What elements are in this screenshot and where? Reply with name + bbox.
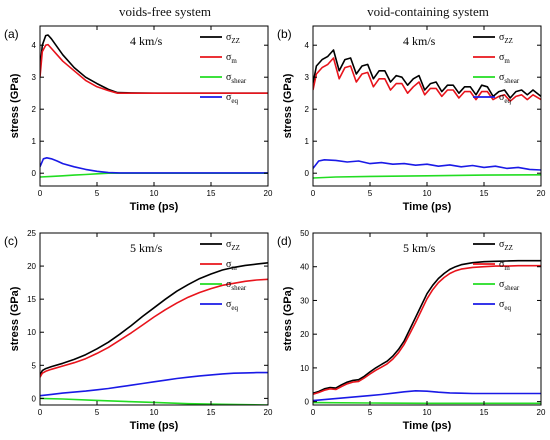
- speed-label: 4 km/s: [403, 34, 436, 48]
- series-line-m: [40, 43, 268, 94]
- y-tick-label: 0: [32, 169, 37, 178]
- series-line-shear: [40, 397, 268, 405]
- y-tick-label: 30: [300, 296, 309, 305]
- y-tick-label: 50: [300, 229, 309, 238]
- panel-label: (b): [277, 27, 292, 41]
- panel-label: (a): [4, 27, 19, 41]
- y-tick-label: 3: [32, 73, 37, 82]
- y-tick-label: 10: [300, 364, 309, 373]
- plot-frame: [39, 232, 269, 406]
- y-tick-label: 10: [27, 328, 36, 337]
- series-line-shear: [40, 172, 268, 178]
- speed-label: 5 km/s: [130, 241, 163, 255]
- y-tick-label: 5: [32, 361, 37, 370]
- y-tick-label: 1: [305, 137, 310, 146]
- y-tick-label: 1: [32, 137, 37, 146]
- x-axis-label: Time (ps): [130, 420, 179, 432]
- series-line-m: [313, 264, 541, 395]
- x-tick-label: 0: [311, 408, 316, 417]
- x-tick-label: 20: [537, 408, 546, 417]
- x-tick-label: 10: [423, 189, 432, 198]
- x-tick-label: 15: [207, 189, 216, 198]
- x-tick-label: 10: [150, 408, 159, 417]
- series-line-eq: [313, 159, 541, 171]
- x-tick-label: 10: [150, 189, 159, 198]
- panel-d: 0 5 10 15 20 0 10 20 30 40 50 Time (ps) stress (GPa)…: [277, 229, 546, 432]
- x-tick-label: 5: [368, 189, 373, 198]
- plot-frame: [39, 25, 269, 187]
- y-axis-label: stress (GPa): [282, 286, 294, 351]
- legend-label-m: σm: [226, 52, 237, 65]
- column-title-void-containing: void-containing system: [367, 4, 489, 19]
- y-tick-label: 4: [305, 41, 310, 50]
- panel-b: 0 5 10 15 20 0 1 2 3 4 Time (ps) stress (GPa) (b) 4 k…: [277, 25, 546, 213]
- x-tick-label: 15: [480, 189, 489, 198]
- column-title-voids-free: voids-free system: [119, 4, 211, 19]
- x-tick-label: 10: [423, 408, 432, 417]
- y-tick-label: 15: [27, 295, 36, 304]
- series-line-eq: [313, 389, 541, 402]
- x-tick-label: 0: [38, 189, 43, 198]
- legend-label-zz: σZZ: [499, 32, 513, 45]
- y-tick-label: 0: [32, 394, 37, 403]
- x-axis-label: Time (ps): [130, 201, 179, 213]
- series-line-zz: [313, 49, 541, 99]
- panel-c: 0 5 10 15 20 0 5 10 15 20 25 Time (ps) stress (GPa) (…: [4, 229, 273, 432]
- y-tick-label: 40: [300, 263, 309, 272]
- legend-label-m: σm: [499, 52, 510, 65]
- x-axis-label: Time (ps): [403, 420, 452, 432]
- panel-label: (c): [4, 234, 18, 248]
- panel-a: 0 5 10 15 20 0 1 2 3 4 Time (ps) stress (GPa) (a) 4 k…: [4, 25, 273, 213]
- series-line-eq: [40, 157, 268, 174]
- speed-label: 4 km/s: [130, 34, 163, 48]
- plot-frame: [312, 232, 542, 406]
- speed-label: 5 km/s: [403, 241, 436, 255]
- series-line-eq: [40, 371, 268, 397]
- x-tick-label: 5: [95, 408, 100, 417]
- x-tick-label: 5: [95, 189, 100, 198]
- legend-label-zz: σZZ: [226, 239, 240, 252]
- x-tick-label: 0: [311, 189, 316, 198]
- panel-label: (d): [277, 234, 292, 248]
- y-tick-label: 3: [305, 73, 310, 82]
- series-line-zz: [40, 262, 268, 376]
- series-line-m: [40, 278, 268, 378]
- y-tick-label: 2: [32, 105, 37, 114]
- x-axis-label: Time (ps): [403, 201, 452, 213]
- x-tick-label: 15: [207, 408, 216, 417]
- legend-label-eq: σeq: [226, 299, 238, 312]
- y-axis-label: stress (GPa): [9, 286, 21, 351]
- legend-label-m: σm: [226, 259, 237, 272]
- legend-label-eq: σeq: [499, 92, 511, 105]
- y-tick-label: 2: [305, 105, 310, 114]
- legend-label-shear: σshear: [499, 72, 520, 85]
- y-tick-label: 25: [27, 229, 36, 238]
- y-axis-label: stress (GPa): [282, 73, 294, 138]
- y-axis-label: stress (GPa): [9, 73, 21, 138]
- x-tick-label: 20: [264, 408, 273, 417]
- y-tick-label: 0: [305, 398, 310, 407]
- series-line-shear: [313, 174, 541, 179]
- x-tick-label: 20: [537, 189, 546, 198]
- series-line-zz: [313, 259, 541, 394]
- y-tick-label: 20: [27, 262, 36, 271]
- y-tick-label: 4: [32, 41, 37, 50]
- x-tick-label: 20: [264, 189, 273, 198]
- x-tick-label: 15: [480, 408, 489, 417]
- legend-label-shear: σshear: [499, 279, 520, 292]
- legend-label-zz: σZZ: [226, 32, 240, 45]
- x-tick-label: 5: [368, 408, 373, 417]
- legend-label-m: σm: [499, 259, 510, 272]
- legend-label-shear: σshear: [226, 72, 247, 85]
- y-tick-label: 0: [305, 169, 310, 178]
- y-tick-label: 20: [300, 330, 309, 339]
- legend-label-zz: σZZ: [499, 239, 513, 252]
- series-line-m: [313, 57, 541, 102]
- legend-label-eq: σeq: [499, 299, 511, 312]
- x-tick-label: 0: [38, 408, 43, 417]
